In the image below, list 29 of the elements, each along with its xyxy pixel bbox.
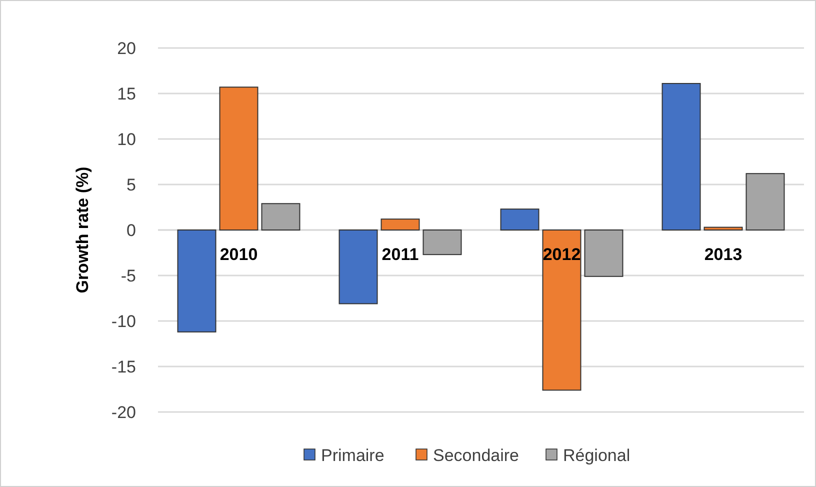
y-axis-title: Growth rate (%) <box>73 166 92 294</box>
bar <box>542 230 582 391</box>
legend-label: Secondaire <box>433 446 520 465</box>
bar <box>500 208 540 230</box>
y-tick-label: 10 <box>117 130 136 149</box>
y-tick-label: 5 <box>126 175 136 194</box>
y-tick-label: -15 <box>111 357 136 376</box>
y-tick-label: -20 <box>111 402 136 422</box>
x-tick-label: 2011 <box>382 245 419 264</box>
x-tick-label: 2013 <box>704 245 742 264</box>
bar <box>584 230 624 277</box>
x-tick-label: 2012 <box>542 245 581 264</box>
bar <box>261 203 300 230</box>
y-tick-label: -5 <box>120 266 136 286</box>
bar <box>338 230 378 304</box>
bar <box>746 173 785 230</box>
bar <box>380 218 420 230</box>
y-tick-label: -10 <box>111 312 136 331</box>
bar <box>219 86 258 230</box>
bar <box>704 226 743 230</box>
bar <box>662 82 701 230</box>
bar <box>177 230 216 332</box>
y-tick-label: 15 <box>117 84 136 104</box>
y-tick-label: 20 <box>117 38 136 58</box>
legend-label: Primaire <box>321 446 384 465</box>
bar <box>422 230 462 256</box>
legend-label: Régional <box>563 446 630 465</box>
y-tick-label: 0 <box>126 220 136 240</box>
x-tick-label: 2010 <box>220 245 258 264</box>
